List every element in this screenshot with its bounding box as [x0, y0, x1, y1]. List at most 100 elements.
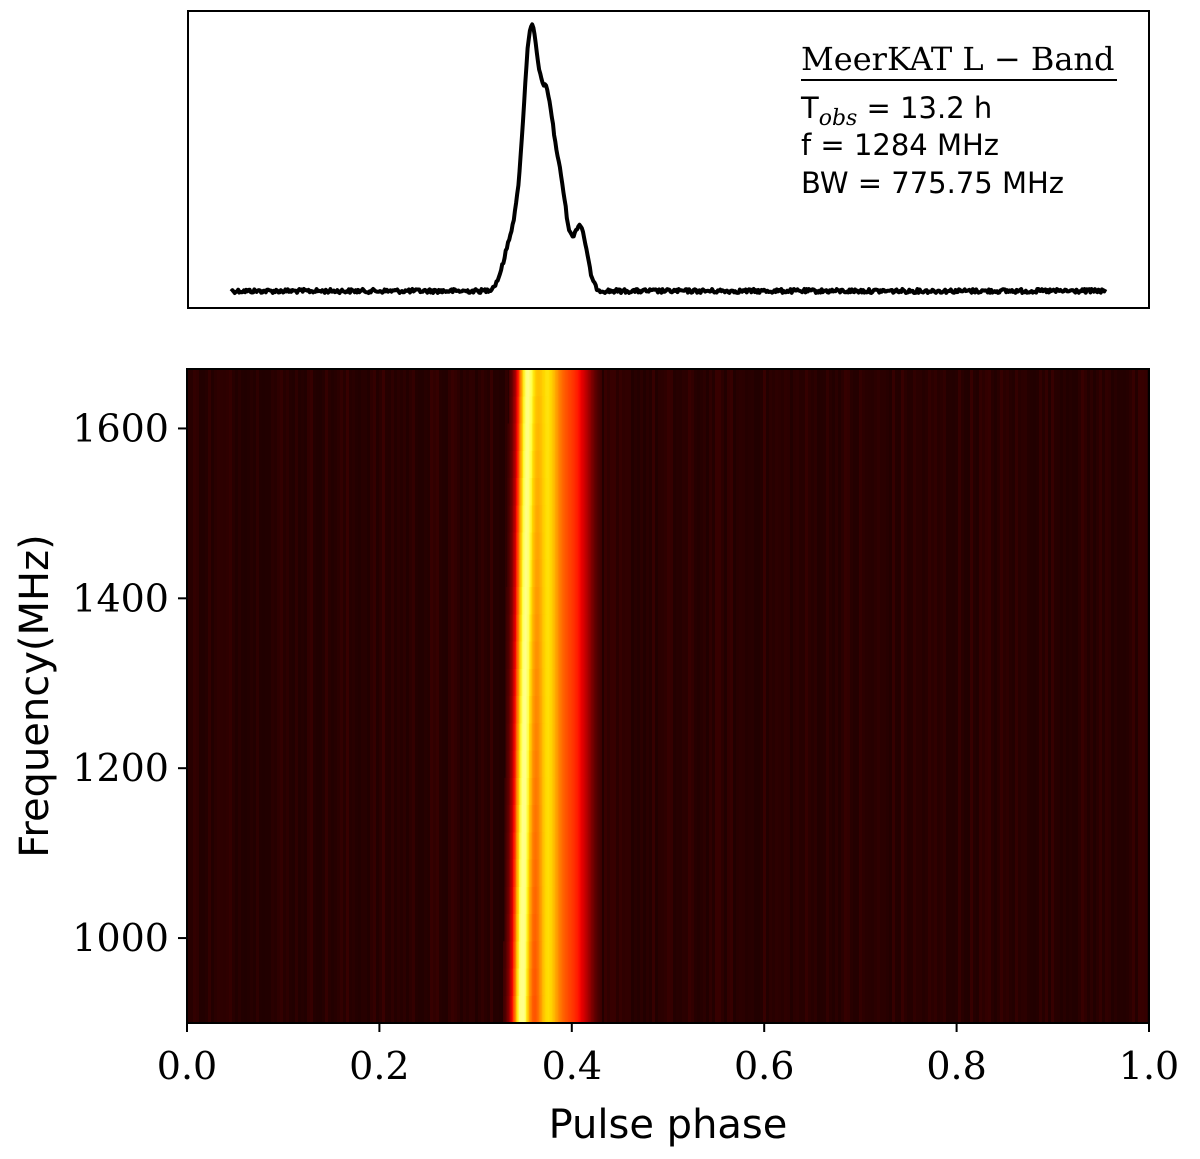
noise-stripe	[748, 369, 751, 1023]
pulse-cell	[570, 559, 573, 588]
pulse-cell	[569, 614, 572, 643]
pulse-cell	[516, 995, 519, 1023]
pulse-cell	[517, 450, 520, 479]
profile-panel: MeerKAT L − Band Tobs = 13.2 h f = 1284 …	[187, 10, 1150, 309]
pulse-cell	[505, 641, 509, 670]
pulse-cell	[586, 696, 589, 724]
noise-stripe	[865, 369, 868, 1023]
noise-stripe	[274, 369, 277, 1023]
pulse-cell	[568, 914, 571, 942]
pulse-cell	[539, 886, 542, 915]
pulse-cell	[572, 614, 575, 643]
pulse-cell	[507, 587, 510, 615]
noise-stripe	[190, 369, 193, 1023]
pulse-cell	[570, 668, 573, 697]
pulse-cell	[556, 369, 559, 397]
noise-stripe	[445, 369, 448, 1023]
pulse-cell	[527, 532, 530, 561]
pulse-cell	[576, 478, 579, 506]
pulse-cell	[596, 696, 599, 724]
pulse-cell	[598, 750, 601, 779]
pulse-cell	[575, 423, 578, 452]
noise-stripe	[406, 369, 409, 1023]
pulse-cell	[549, 995, 552, 1023]
pulse-cell	[536, 369, 539, 397]
noise-stripe	[1096, 369, 1099, 1023]
pulse-cell	[599, 668, 602, 697]
noise-stripe	[1024, 369, 1027, 1023]
pulse-cell	[507, 505, 510, 534]
pulse-cell	[599, 450, 602, 479]
pulse-cell	[508, 914, 511, 942]
noise-stripe	[898, 369, 901, 1023]
pulse-cell	[565, 914, 568, 942]
pulse-cell	[529, 968, 532, 997]
pulse-cell	[510, 941, 513, 970]
pulse-cell	[557, 668, 561, 697]
pulse-cell	[568, 641, 571, 670]
pulse-cell	[560, 587, 563, 615]
noise-stripe	[214, 369, 217, 1023]
pulse-cell	[537, 832, 540, 861]
pulse-cell	[580, 668, 584, 697]
pulse-cell	[573, 750, 576, 779]
noise-stripe	[856, 369, 859, 1023]
pulse-cell	[508, 423, 511, 452]
pulse-cell	[559, 914, 562, 942]
pulse-cell	[529, 478, 532, 506]
pulse-cell	[533, 423, 536, 452]
pulse-cell	[573, 941, 576, 970]
pulse-cell	[573, 505, 576, 534]
pulse-cell	[583, 886, 586, 915]
pulse-cell	[575, 832, 578, 861]
pulse-cell	[568, 505, 571, 534]
pulse-cell	[530, 859, 533, 888]
pulse-cell	[556, 396, 559, 425]
pulse-cell	[559, 832, 562, 861]
pulse-cell	[510, 696, 513, 724]
pulse-cell	[514, 968, 517, 997]
pulse-cell	[591, 941, 594, 970]
pulse-cell	[505, 777, 509, 806]
pulse-cell	[524, 614, 527, 643]
pulse-cell	[593, 641, 597, 670]
pulse-cell	[543, 696, 546, 724]
pulse-cell	[588, 587, 591, 615]
pulse-cell	[579, 750, 582, 779]
pulse-cell	[505, 805, 509, 833]
pulse-cell	[526, 750, 529, 779]
pulse-cell	[550, 750, 553, 779]
pulse-cell	[560, 914, 563, 942]
pulse-cell	[505, 995, 509, 1023]
noise-stripe	[235, 369, 238, 1023]
pulse-cell	[542, 832, 545, 861]
pulse-cell	[585, 423, 588, 452]
pulse-cell	[560, 723, 563, 752]
noise-stripe	[958, 369, 961, 1023]
pulse-cell	[595, 995, 598, 1023]
pulse-cell	[513, 641, 516, 670]
pulse-cell	[596, 805, 599, 833]
pulse-cell	[511, 886, 514, 915]
pulse-cell	[513, 559, 516, 588]
pulse-cell	[510, 859, 513, 888]
noise-stripe	[304, 369, 307, 1023]
pulse-cell	[543, 532, 546, 561]
pulse-cell	[513, 450, 516, 479]
noise-stripe	[322, 369, 325, 1023]
pulse-cell	[592, 641, 595, 670]
pulse-cell	[569, 750, 572, 779]
pulse-cell	[578, 805, 581, 833]
pulse-cell	[543, 914, 546, 942]
noise-stripe	[436, 369, 439, 1023]
pulse-cell	[576, 614, 579, 643]
pulse-cell	[565, 805, 568, 833]
noise-stripe	[217, 369, 220, 1023]
pulse-cell	[527, 995, 530, 1023]
pulse-cell	[570, 777, 573, 806]
noise-stripe	[1126, 369, 1129, 1023]
pulse-cell	[580, 532, 584, 561]
pulse-cell	[578, 914, 581, 942]
pulse-cell	[523, 995, 526, 1023]
pulse-cell	[546, 614, 549, 643]
